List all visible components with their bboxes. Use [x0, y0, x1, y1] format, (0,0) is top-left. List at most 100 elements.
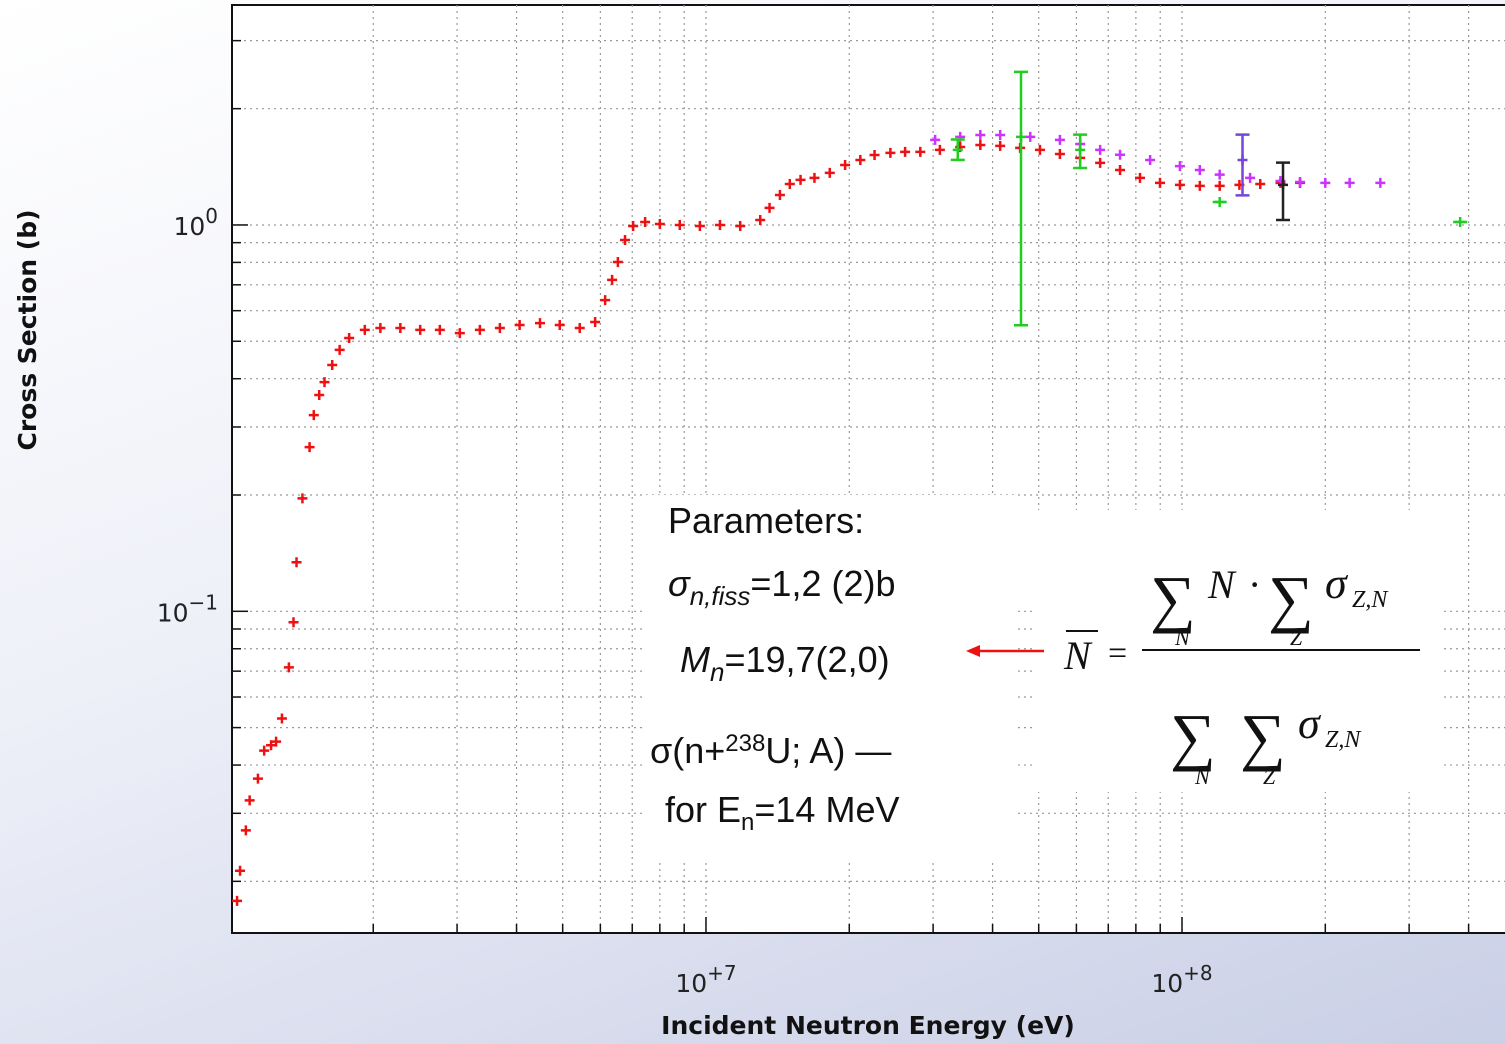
point	[784, 178, 795, 189]
point	[314, 389, 325, 400]
point	[1174, 161, 1185, 172]
formula-part: Z	[1290, 625, 1303, 650]
point	[395, 323, 406, 334]
formula-part: N	[1207, 562, 1237, 607]
point	[795, 174, 806, 185]
point	[344, 332, 355, 343]
formula-part: =	[1108, 635, 1127, 672]
formula-part: σ	[1325, 559, 1349, 608]
formula-part: Z,N	[1352, 587, 1389, 613]
annotation-part: n	[710, 657, 724, 687]
point	[1255, 178, 1266, 189]
point	[244, 795, 255, 806]
point	[259, 745, 270, 756]
formula-part: ∑	[1170, 701, 1216, 772]
point	[494, 323, 505, 334]
annotation-part: =1,2 (2)b	[750, 563, 895, 604]
annotation-part: σ	[668, 563, 691, 604]
x-tick-label: 10+8	[1151, 961, 1212, 998]
point	[327, 360, 338, 371]
point	[1115, 164, 1126, 175]
point	[276, 713, 287, 724]
x-axis-title: Incident Neutron Energy (eV)	[661, 1011, 1075, 1040]
annotation-part: σ(n+	[650, 730, 725, 771]
annotation: Parameters:	[668, 500, 864, 541]
annotation: σ(n+238U; A) —	[650, 730, 891, 771]
point	[694, 220, 705, 231]
point	[612, 256, 623, 267]
point	[885, 147, 896, 158]
point	[288, 617, 299, 628]
point	[308, 410, 319, 421]
error-bar	[1235, 133, 1250, 197]
point	[232, 895, 243, 906]
point	[534, 318, 545, 329]
point	[607, 274, 618, 285]
point	[1134, 172, 1145, 183]
point	[1174, 179, 1185, 190]
formula-part: Z	[1263, 764, 1276, 789]
point	[755, 215, 766, 226]
point	[600, 295, 611, 306]
formula-part: σ	[1298, 699, 1322, 748]
formula-part: ·	[1248, 562, 1261, 607]
point	[415, 324, 426, 335]
formula-part: Z,N	[1325, 727, 1362, 753]
point	[266, 740, 277, 751]
point	[252, 773, 263, 784]
point	[714, 219, 725, 230]
annotation: for En=14 MeV	[665, 789, 899, 836]
point	[359, 324, 370, 335]
point	[809, 172, 820, 183]
point	[291, 557, 302, 568]
point	[235, 865, 246, 876]
point	[952, 144, 963, 155]
point	[654, 218, 665, 229]
point	[1115, 149, 1126, 160]
annotation-part: n,fiss	[690, 581, 751, 611]
point	[620, 235, 631, 246]
point	[640, 216, 651, 227]
point	[454, 328, 465, 339]
point	[1194, 180, 1205, 191]
formula-part: N	[1174, 625, 1191, 650]
point	[240, 825, 251, 836]
point	[975, 139, 986, 150]
point	[764, 202, 775, 213]
point	[774, 189, 785, 200]
point	[1154, 177, 1165, 188]
point	[1194, 164, 1205, 175]
point	[297, 493, 308, 504]
point	[1245, 172, 1256, 183]
point	[674, 219, 685, 230]
point	[900, 146, 911, 157]
formula-part: N	[1194, 764, 1211, 789]
annotation-part: M	[680, 639, 710, 680]
point	[554, 319, 565, 330]
point	[1075, 144, 1086, 155]
point	[1095, 157, 1106, 168]
y-axis-title: Cross Section (b)	[13, 209, 42, 450]
point	[271, 736, 282, 747]
point	[840, 159, 851, 170]
point	[319, 377, 330, 388]
point	[574, 323, 585, 334]
point	[334, 344, 345, 355]
point	[1455, 216, 1466, 227]
point	[474, 324, 485, 335]
point	[915, 146, 926, 157]
formula-part: ∑	[1150, 563, 1196, 634]
point	[1214, 180, 1225, 191]
point	[628, 220, 639, 231]
point	[375, 323, 386, 334]
y-tick-label: 100	[173, 204, 218, 241]
annotation-part: n	[741, 809, 754, 836]
point	[1214, 196, 1225, 207]
point	[1375, 177, 1386, 188]
point	[995, 140, 1006, 151]
formula-part: ∑	[1268, 563, 1314, 634]
point	[995, 129, 1006, 140]
y-tick-label: 10−1	[157, 590, 218, 627]
